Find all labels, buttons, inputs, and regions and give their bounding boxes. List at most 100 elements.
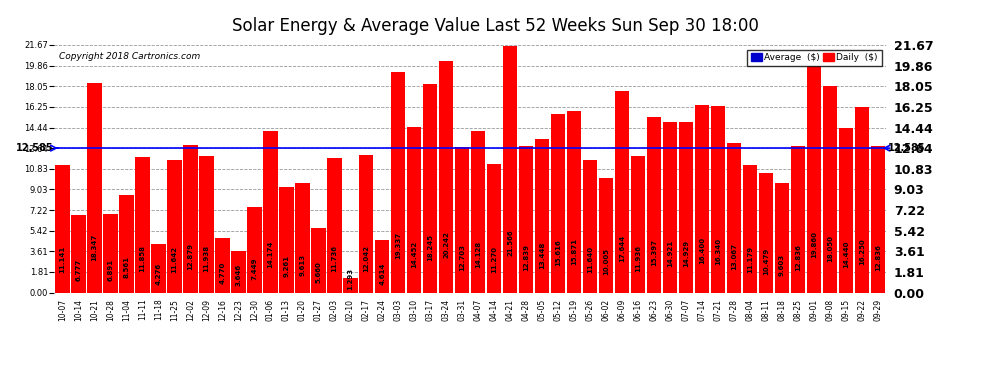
Text: 18.347: 18.347 [91,234,97,261]
Bar [567,111,581,292]
Text: 16.340: 16.340 [715,237,721,264]
Text: 5.660: 5.660 [316,261,322,283]
Text: 7.449: 7.449 [251,257,257,280]
Bar [215,238,230,292]
Bar [136,157,149,292]
Text: 14.128: 14.128 [475,241,481,268]
Bar [407,128,422,292]
Bar [615,91,630,292]
Text: 12.042: 12.042 [363,245,369,272]
Bar [695,105,709,292]
Bar [599,178,614,292]
Text: 12.879: 12.879 [187,243,193,270]
Text: 11.640: 11.640 [587,245,593,273]
Bar [183,146,198,292]
Text: 11.179: 11.179 [747,246,753,273]
Bar [71,215,86,292]
Bar [791,146,805,292]
Text: 11.736: 11.736 [332,245,338,272]
Text: 18.245: 18.245 [428,234,434,261]
Bar [199,156,214,292]
Text: 15.871: 15.871 [571,238,577,265]
Text: 11.938: 11.938 [203,245,209,272]
Text: 21.566: 21.566 [507,229,513,255]
Bar [87,83,102,292]
Bar [711,106,726,292]
Bar [823,86,838,292]
Bar [807,66,822,292]
Text: 16.250: 16.250 [859,238,865,265]
Bar [263,130,277,292]
Text: 12.836: 12.836 [875,244,881,270]
Bar [391,72,406,292]
Text: 9.613: 9.613 [299,254,305,276]
Text: 19.337: 19.337 [395,232,401,260]
Text: 12.585: 12.585 [888,143,926,153]
Bar [759,173,773,292]
Text: 12.703: 12.703 [459,244,465,271]
Bar [503,46,518,292]
Bar [423,84,438,292]
Text: 6.891: 6.891 [108,259,114,281]
Text: 9.261: 9.261 [283,255,289,277]
Text: 3.646: 3.646 [236,264,242,286]
Text: 11.642: 11.642 [171,246,177,273]
Bar [55,165,69,292]
Bar [487,164,501,292]
Bar [663,122,677,292]
Text: 13.448: 13.448 [540,242,545,270]
Text: 12.836: 12.836 [795,244,801,270]
Bar [839,128,853,292]
Text: 11.936: 11.936 [636,245,642,272]
Text: 14.921: 14.921 [667,240,673,267]
Bar [631,156,645,292]
Text: Copyright 2018 Cartronics.com: Copyright 2018 Cartronics.com [58,53,200,62]
Bar [375,240,389,292]
Text: 17.644: 17.644 [619,235,625,262]
Text: 15.397: 15.397 [651,239,657,266]
Bar [344,278,357,292]
Text: 1.293: 1.293 [347,268,353,290]
Bar [359,155,373,292]
Bar [295,183,310,292]
Bar [551,114,565,292]
Text: 4.276: 4.276 [155,263,161,285]
Text: 19.860: 19.860 [811,231,817,258]
Text: Solar Energy & Average Value Last 52 Weeks Sun Sep 30 18:00: Solar Energy & Average Value Last 52 Wee… [232,17,758,35]
Bar [647,117,661,292]
Bar [471,131,485,292]
Bar [311,228,326,292]
Text: 14.929: 14.929 [683,240,689,267]
Text: 11.141: 11.141 [59,246,65,273]
Text: 18.050: 18.050 [827,235,833,262]
Text: 20.242: 20.242 [444,231,449,258]
Text: 11.858: 11.858 [140,245,146,272]
Legend: Average  ($), Daily  ($): Average ($), Daily ($) [747,50,881,66]
Text: 8.561: 8.561 [124,256,130,278]
Bar [742,165,757,292]
Bar [583,159,597,292]
Bar [103,214,118,292]
Text: 14.174: 14.174 [267,241,273,268]
Bar [871,146,885,292]
Bar [519,146,534,292]
Text: 11.270: 11.270 [491,246,497,273]
Text: 12.585: 12.585 [16,143,53,153]
Bar [327,159,342,292]
Text: 14.440: 14.440 [843,240,849,268]
Bar [727,143,742,292]
Bar [440,61,453,292]
Bar [119,195,134,292]
Bar [279,187,294,292]
Bar [855,107,869,292]
Bar [775,183,789,292]
Text: 6.777: 6.777 [75,259,81,281]
Text: 9.603: 9.603 [779,254,785,276]
Bar [679,122,693,292]
Bar [248,207,261,292]
Bar [167,159,181,292]
Bar [535,139,549,292]
Bar [232,251,246,292]
Text: 16.400: 16.400 [699,237,705,264]
Text: 4.614: 4.614 [379,262,385,285]
